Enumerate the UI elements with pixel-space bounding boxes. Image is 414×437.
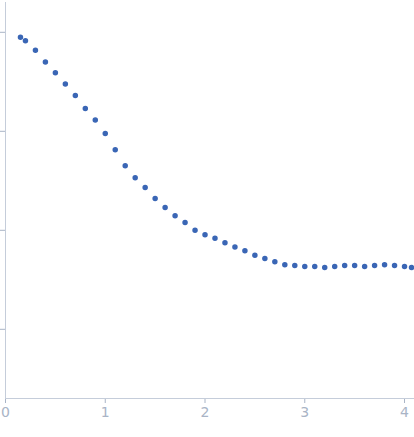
svg-text:2: 2	[201, 404, 210, 420]
svg-text:4: 4	[400, 404, 409, 420]
svg-text:0: 0	[1, 404, 10, 420]
svg-text:1: 1	[101, 404, 110, 420]
svg-text:3: 3	[300, 404, 309, 420]
